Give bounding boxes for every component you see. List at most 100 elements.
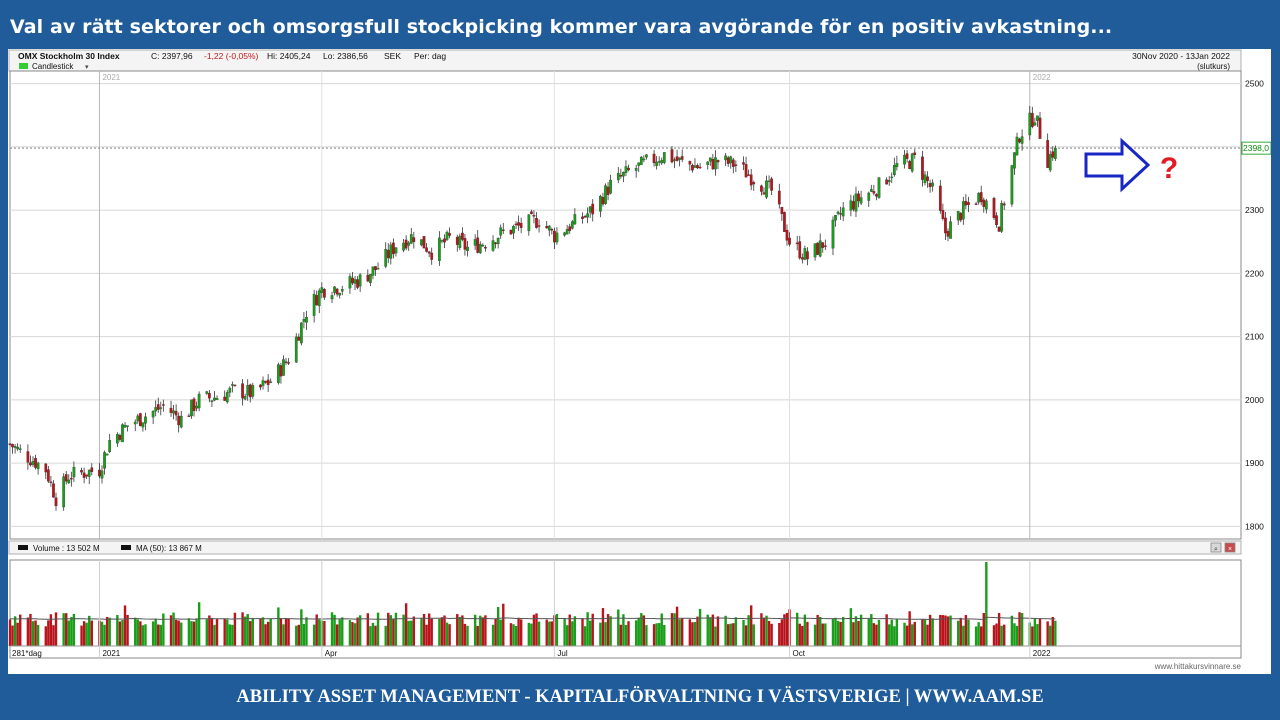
volume-bar [261, 617, 265, 646]
candle-body [696, 165, 699, 169]
volume-bar [517, 617, 520, 646]
candle-body [215, 398, 219, 400]
chart-type-dropdown-icon[interactable]: ▾ [85, 64, 89, 71]
candle-body [156, 404, 160, 410]
volume-bar [302, 623, 306, 646]
candle-body [269, 381, 273, 383]
candle-body [565, 229, 569, 235]
volume-bar [637, 617, 640, 646]
candle-body [154, 407, 158, 412]
volume-bar [88, 615, 91, 646]
candle-body [931, 182, 935, 187]
volume-bar [484, 615, 487, 646]
candle-body [420, 239, 423, 246]
volume-bar [655, 623, 658, 646]
volume-bar [849, 608, 853, 646]
candle-body [213, 397, 216, 401]
candle-body [1028, 112, 1032, 136]
volume-bar [836, 620, 840, 646]
volume-bar [680, 618, 684, 646]
volume-bar [857, 620, 860, 646]
period-label: Per: dag [414, 51, 446, 61]
candle-body [867, 192, 871, 201]
candle-body [803, 248, 807, 260]
candle-body [34, 458, 37, 468]
candle-body [890, 176, 894, 179]
candle-body [225, 392, 229, 403]
candle-body [161, 404, 165, 406]
volume-bar [921, 619, 924, 646]
volume-bar [599, 622, 602, 646]
volume-bar [358, 615, 362, 646]
candle-body [670, 149, 674, 163]
candle-body [228, 387, 232, 393]
volume-bar [714, 626, 717, 646]
volume-bar [801, 625, 804, 646]
volume-bar [716, 616, 720, 646]
candle-body [995, 215, 998, 226]
volume-bar [366, 613, 370, 646]
candle-body [512, 226, 515, 234]
volume-bar [778, 622, 781, 646]
candle-body [892, 164, 896, 176]
volume-bar [941, 615, 945, 646]
volume-bar [82, 621, 86, 646]
chart-header-bar [8, 49, 1242, 72]
volume-bar [875, 624, 878, 646]
volume-bar [353, 623, 357, 646]
candle-body [570, 221, 574, 229]
volume-bar [85, 622, 88, 646]
last-price-label: 2398,0 [1243, 143, 1269, 153]
volume-bar [103, 624, 106, 646]
candle-body [192, 398, 196, 412]
candle-body [46, 469, 50, 482]
volume-bar [532, 614, 536, 646]
volume-bar [407, 620, 410, 646]
candle-body [767, 180, 771, 183]
candle-body [637, 162, 641, 166]
volume-bar [870, 614, 873, 646]
candle-body [36, 462, 40, 469]
y-tick-label: 2100 [1245, 332, 1264, 342]
volume-bar [402, 614, 405, 646]
volume-bar [652, 624, 656, 646]
y-tick-label: 1900 [1245, 458, 1264, 468]
volume-bar [785, 612, 789, 646]
volume-bar [223, 618, 226, 646]
close-panel-icon[interactable] [1224, 542, 1236, 553]
volume-bar [213, 624, 216, 646]
zoom-icon[interactable] [1210, 542, 1222, 553]
candlestick-legend-swatch [19, 63, 28, 69]
low-value: Lo: 2386,56 [323, 51, 368, 61]
candle-body [818, 240, 822, 257]
volume-bar [565, 625, 569, 646]
volume-bar [980, 626, 983, 646]
candle-body [634, 168, 638, 171]
candle-body [711, 159, 715, 170]
volume-bar [706, 614, 709, 646]
chart-type-label[interactable]: Candlestick [32, 62, 74, 71]
candle-body [770, 178, 773, 191]
volume-bar [627, 621, 630, 646]
candle-body [300, 322, 303, 344]
volume-bar [351, 622, 354, 646]
candle-body [174, 410, 178, 416]
candle-body [831, 219, 835, 249]
volume-bar [872, 623, 876, 646]
candle-body [231, 384, 234, 386]
candle-body [765, 180, 768, 198]
volume-bar [1033, 618, 1037, 646]
volume-bar [944, 615, 947, 646]
volume-bar [49, 614, 53, 646]
volume-bar [210, 617, 214, 646]
volume-bar [44, 626, 47, 646]
volume-bar [926, 624, 929, 646]
volume-bar [762, 617, 766, 646]
volume-bar [839, 621, 842, 646]
volume-bar [911, 624, 914, 646]
candle-body [287, 362, 290, 364]
candle-body [425, 247, 428, 252]
candle-body [223, 396, 227, 401]
volume-bar [982, 612, 985, 646]
volume-bar [461, 615, 464, 646]
